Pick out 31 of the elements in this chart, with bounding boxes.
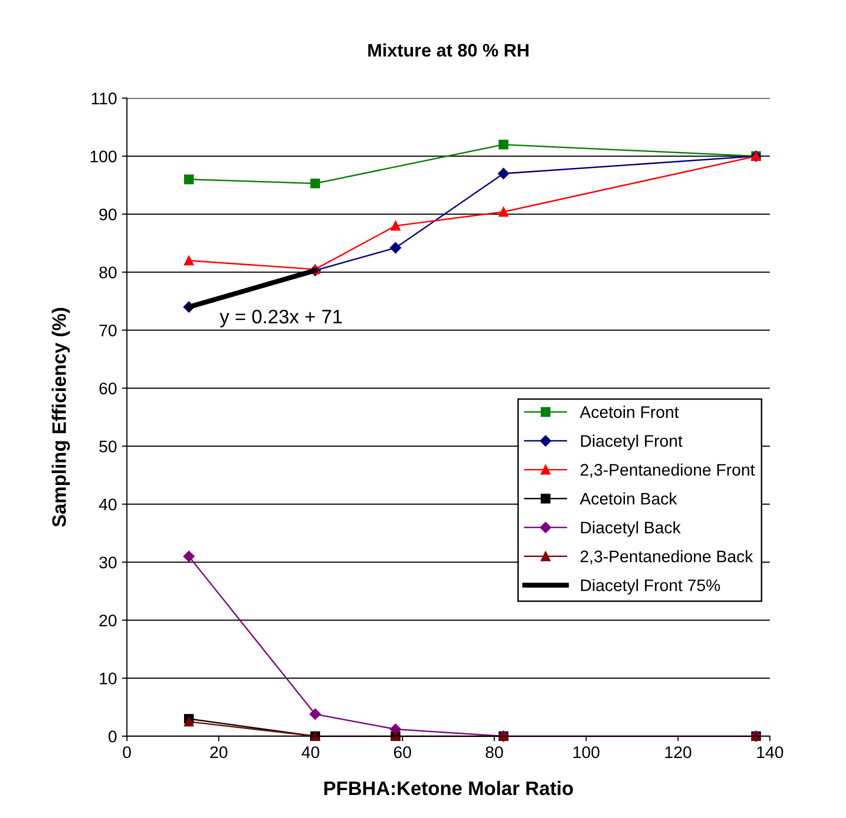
legend-label: Diacetyl Back <box>581 521 681 537</box>
y-axis-title: Sampling Efficiency (%) <box>52 308 70 527</box>
x-tick-label: 140 <box>757 746 784 758</box>
legend-label: Diacetyl Front 75% <box>581 578 720 595</box>
y-tick-label: 50 <box>99 440 117 452</box>
x-tick-label: 80 <box>486 746 503 758</box>
x-tick-label: 100 <box>574 746 600 758</box>
x-tick-label: 60 <box>394 746 412 758</box>
chart-title: Mixture at 80 % RH <box>368 43 528 57</box>
x-tick-label: 40 <box>302 746 320 758</box>
legend-label: Diacetyl Front <box>581 434 682 450</box>
x-axis-title: PFBHA:Ketone Molar Ratio <box>324 780 573 796</box>
y-tick-label: 100 <box>90 150 117 162</box>
legend-label: Acetoin Front <box>580 406 679 418</box>
y-tick-label: 60 <box>99 382 117 394</box>
y-tick-label: 110 <box>92 92 117 104</box>
y-tick-label: 30 <box>99 556 117 568</box>
y-tick-label: 0 <box>108 730 117 742</box>
y-tick-label: 90 <box>99 208 117 220</box>
y-tick-label: 40 <box>99 498 117 510</box>
x-tick-label: 20 <box>210 746 228 758</box>
x-tick-label: 0 <box>122 746 131 758</box>
legend-label: 2,3-Pentanedione Front <box>580 463 755 478</box>
legend-label: Acetoin Back <box>580 492 678 505</box>
y-tick-label: 70 <box>99 324 117 336</box>
y-tick-label: 20 <box>99 614 117 626</box>
y-tick-label: 80 <box>99 266 117 278</box>
legend-label: 2,3-Pentanedione Back <box>580 550 754 564</box>
x-tick-label: 120 <box>665 746 692 758</box>
annotation: y = 0.23x + 71 <box>220 310 342 328</box>
y-tick-label: 10 <box>100 672 117 684</box>
